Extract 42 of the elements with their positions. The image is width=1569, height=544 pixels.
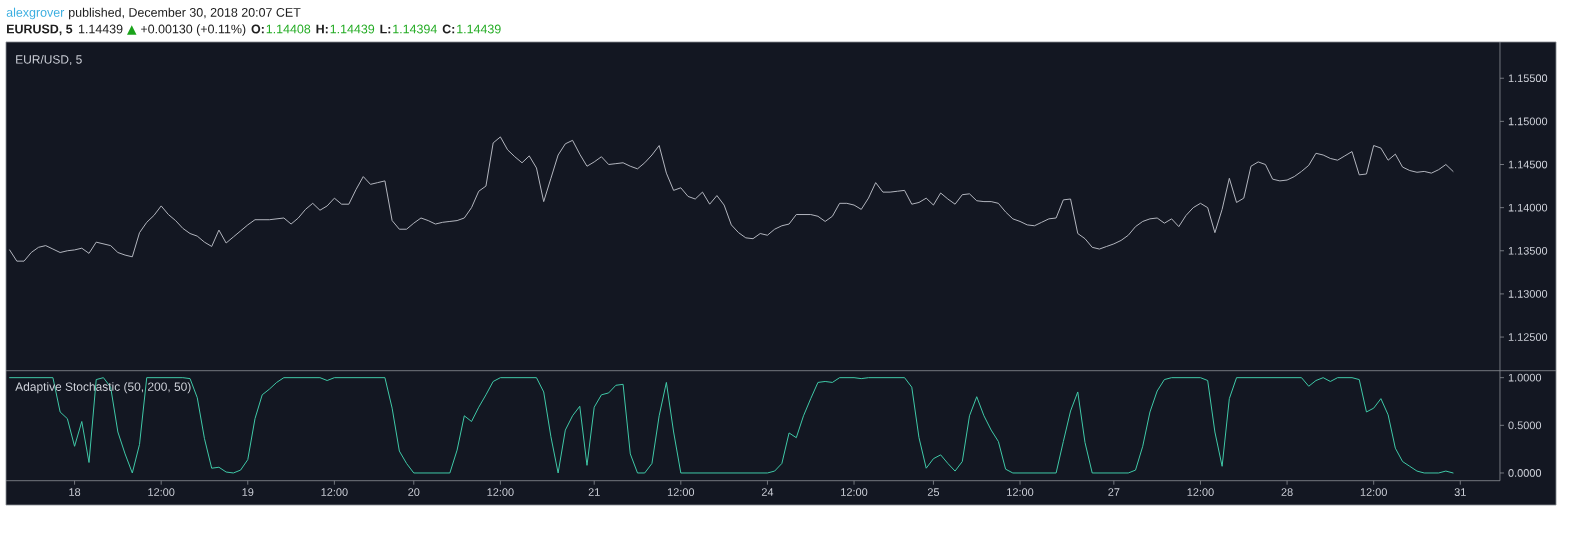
x-tick-label: 20 (408, 488, 420, 496)
text: EUR/USD, 5 (16, 54, 82, 66)
text: C: (442, 24, 455, 34)
text: EURUSD, 5 (7, 24, 73, 36)
y-tick-label: 1.12500 (1508, 333, 1548, 341)
y-tick-label: 1.15500 (1508, 74, 1548, 83)
x-tick-label: 27 (1108, 488, 1120, 496)
x-tick-label: 21 (588, 488, 600, 496)
text: H: (316, 24, 328, 34)
y-tick-label: 1.14500 (1508, 160, 1548, 169)
x-tick-label: 12:00 (667, 488, 695, 496)
x-tick-label: 12:00 (1187, 488, 1214, 496)
x-tick-label: 12:00 (1007, 488, 1034, 496)
x-tick-label: 12:00 (1360, 488, 1387, 496)
text: 1.14408 (266, 24, 311, 34)
x-tick-label: 31 (1454, 488, 1466, 496)
text: 1.14439 (78, 24, 123, 34)
text: +0.00130 (+0.11%) (141, 24, 246, 36)
y-tick-label: 1.13000 (1508, 290, 1548, 298)
x-tick-label: 12:00 (321, 488, 348, 496)
y-tick-label: 1.14000 (1508, 203, 1548, 212)
text: 1.14439 (330, 24, 375, 34)
text: 1.14394 (393, 24, 437, 34)
text: published, December 30, 2018 20:07 CET (69, 7, 301, 20)
y-tick-label: 1.15000 (1508, 117, 1548, 126)
text: ▲ (126, 25, 137, 35)
text: L: (380, 24, 391, 34)
y-tick-label: 1.0000 (1508, 373, 1542, 382)
x-tick-label: 12:00 (841, 488, 868, 496)
y-tick-label: 0.5000 (1508, 421, 1542, 430)
x-tick-label: 12:00 (148, 488, 175, 496)
x-tick-label: 25 (927, 488, 940, 496)
x-tick-label: 24 (761, 488, 774, 496)
text: 1.14439 (457, 24, 501, 34)
x-tick-label: 28 (1281, 488, 1293, 496)
y-tick-label: 0.0000 (1508, 469, 1542, 477)
y-tick-label: 1.13500 (1508, 246, 1548, 255)
x-tick-label: 19 (242, 488, 254, 496)
text: alexgrover (6, 7, 65, 20)
x-tick-label: 18 (69, 488, 81, 496)
x-tick-label: 12:00 (487, 488, 514, 496)
text: O: (251, 24, 264, 34)
